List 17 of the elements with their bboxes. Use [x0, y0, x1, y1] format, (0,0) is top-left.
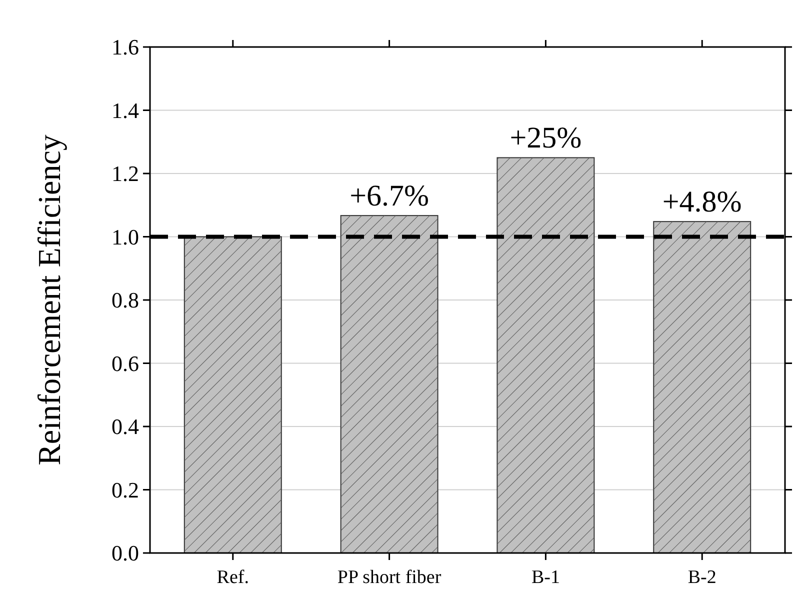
y-tick-label: 0.0 — [112, 540, 139, 566]
x-tick-label: PP short fiber — [337, 567, 442, 588]
annotation: +4.8% — [662, 186, 742, 219]
y-tick-label: 1.2 — [112, 161, 139, 186]
x-tick-label: Ref. — [216, 567, 249, 588]
y-tick-label: 1.6 — [112, 34, 139, 60]
annotation: +25% — [510, 122, 582, 155]
y-axis-title: Reinforcement Efficiency — [31, 134, 67, 466]
y-tick-label: 0.6 — [112, 350, 139, 376]
y-tick-label: 0.2 — [112, 477, 139, 502]
y-tick-label: 0.8 — [112, 288, 139, 313]
y-tick-label: 1.0 — [112, 224, 139, 250]
x-tick-label: B-2 — [688, 567, 716, 588]
y-tick-label: 0.4 — [112, 414, 139, 440]
x-tick-label: B-1 — [531, 567, 560, 588]
y-tick-label: 1.4 — [112, 98, 139, 123]
annotation: +6.7% — [350, 180, 430, 213]
